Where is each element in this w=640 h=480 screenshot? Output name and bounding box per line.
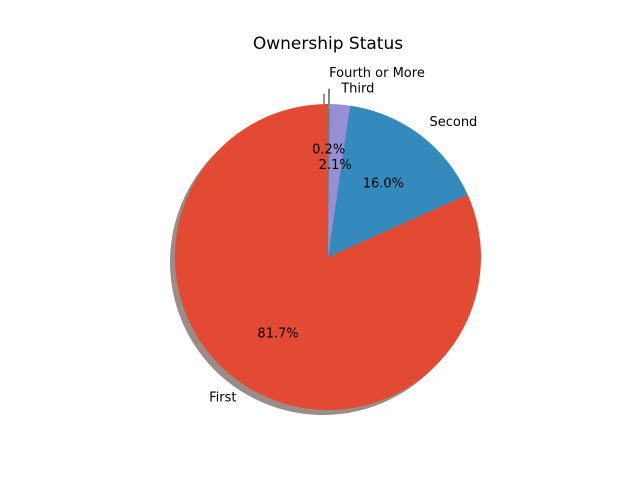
pie-slice-first xyxy=(174,104,481,410)
slice-percent-second: 16.0% xyxy=(363,176,404,191)
slice-label-fourth-or-more: Fourth or More xyxy=(329,66,425,81)
slice-percent-fourth-or-more: 0.2% xyxy=(312,142,345,157)
pie-slice-second xyxy=(328,105,468,257)
slice-label-first: First xyxy=(209,391,236,406)
pie-slice-third xyxy=(328,104,351,257)
slice-label-second: Second xyxy=(429,115,477,130)
slice-percent-third: 2.1% xyxy=(319,158,352,173)
pie-slice-fourth-or-more xyxy=(328,88,331,242)
slice-percent-first: 81.7% xyxy=(257,327,298,342)
slice-label-third: Third xyxy=(340,82,374,97)
chart-title: Ownership Status xyxy=(253,34,403,54)
